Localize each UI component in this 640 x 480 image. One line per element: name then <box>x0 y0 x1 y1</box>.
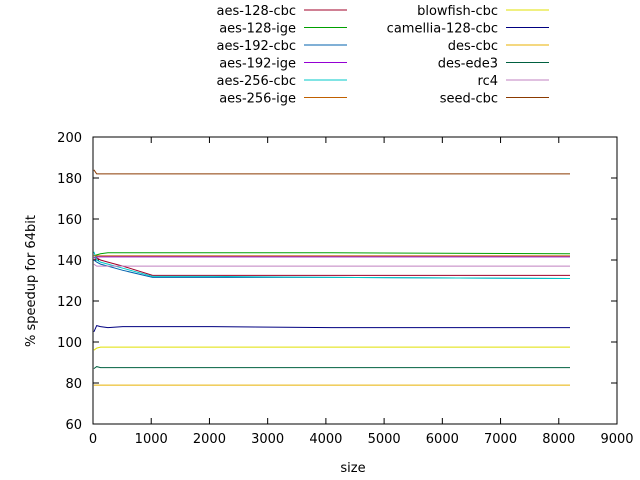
series-line-blowfish-cbc <box>93 346 570 351</box>
legend-label: blowfish-cbc <box>417 4 498 19</box>
legend-label: aes-256-cbc <box>217 74 296 89</box>
legend-label: aes-128-cbc <box>217 4 296 19</box>
series-line-aes-128-cbc <box>93 257 570 276</box>
legend-label: camellia-128-cbc <box>387 22 498 37</box>
series-line-des-ede3 <box>93 366 570 370</box>
series-line-camellia-128-cbc <box>93 325 570 333</box>
y-tick-label: 180 <box>57 172 82 187</box>
x-tick-label: 0 <box>89 432 97 447</box>
x-tick-label: 9000 <box>600 432 633 447</box>
x-axis-label: size <box>340 461 365 476</box>
plot-frame <box>92 136 618 425</box>
series-line-aes-192-ige <box>93 256 570 259</box>
x-tick-label: 1000 <box>135 432 168 447</box>
series-lines <box>93 169 571 386</box>
legend-label: seed-cbc <box>440 92 498 107</box>
x-tick-label: 6000 <box>426 432 459 447</box>
series-line-rc4 <box>93 263 570 267</box>
y-tick-label: 100 <box>57 336 82 351</box>
y-tick-label: 200 <box>57 131 82 146</box>
legend-label: aes-256-ige <box>219 92 296 107</box>
x-tick-label: 7000 <box>484 432 517 447</box>
series-line-aes-128-ige <box>93 252 571 257</box>
legend-label: aes-192-cbc <box>217 39 296 54</box>
y-axis-label: % speedup for 64bit <box>24 215 39 347</box>
legend: aes-128-cbc aes-128-ige aes-192-cbc aes-192… <box>217 4 549 107</box>
axis-ticks: 0 1000 2000 3000 4000 5000 6000 7000 8000 9000 60 8… <box>57 131 633 447</box>
x-tick-label: 3000 <box>251 432 284 447</box>
legend-label: des-ede3 <box>438 57 498 72</box>
legend-label: aes-192-ige <box>219 57 296 72</box>
x-tick-label: 5000 <box>368 432 401 447</box>
x-tick-label: 2000 <box>193 432 226 447</box>
legend-label: aes-128-ige <box>219 22 296 37</box>
y-tick-label: 140 <box>57 254 82 269</box>
x-tick-label: 8000 <box>542 432 575 447</box>
series-line-seed-cbc <box>93 169 570 175</box>
legend-label: rc4 <box>478 74 498 89</box>
series-line-aes-256-cbc <box>93 251 571 279</box>
y-tick-label: 80 <box>65 377 82 392</box>
x-tick-label: 4000 <box>309 432 342 447</box>
legend-label: des-cbc <box>448 39 498 54</box>
y-tick-label: 160 <box>57 213 82 228</box>
y-tick-label: 120 <box>57 295 82 310</box>
y-tick-label: 60 <box>65 418 82 433</box>
